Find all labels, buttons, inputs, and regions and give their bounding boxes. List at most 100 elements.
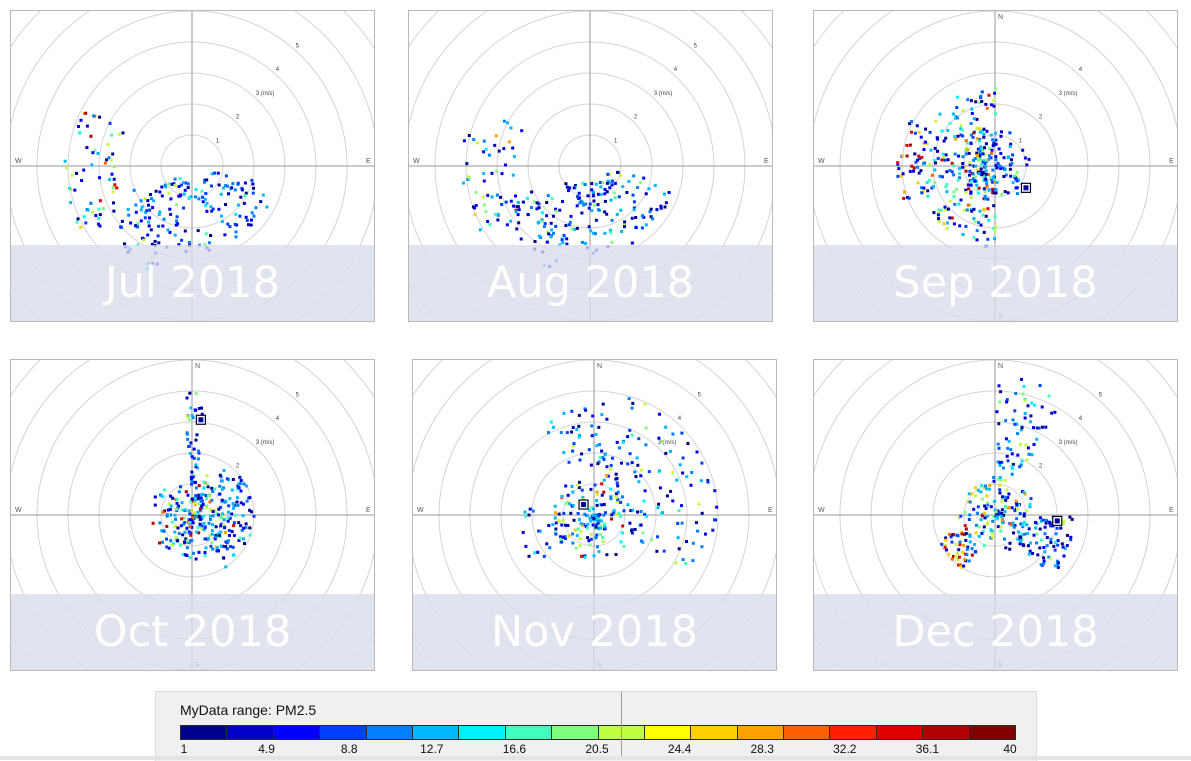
data-point — [980, 173, 984, 177]
data-point — [602, 478, 606, 482]
data-point — [559, 431, 563, 435]
data-point — [577, 196, 581, 200]
data-point — [641, 531, 645, 535]
data-point — [910, 164, 914, 168]
data-point — [595, 490, 599, 494]
compass-west-label: W — [818, 158, 825, 165]
data-point — [596, 192, 600, 196]
data-point — [1032, 426, 1035, 430]
data-point — [222, 556, 226, 560]
data-point — [992, 476, 996, 479]
data-point — [154, 189, 158, 193]
data-point — [609, 181, 612, 185]
data-point — [945, 227, 949, 230]
data-point — [968, 161, 972, 165]
data-point — [467, 175, 471, 179]
speed-ring-label: 2 — [236, 115, 240, 121]
data-point — [965, 547, 969, 551]
data-point — [199, 507, 202, 511]
data-point — [189, 533, 193, 537]
data-point — [187, 541, 191, 545]
data-point — [968, 173, 971, 177]
data-point — [610, 183, 614, 187]
data-point — [1056, 561, 1060, 565]
data-point — [210, 184, 213, 188]
data-point — [1001, 495, 1005, 499]
polar-plot-nov: WENS3 (m/s)45 — [413, 360, 776, 670]
data-point — [999, 514, 1003, 518]
data-point — [537, 220, 541, 224]
data-point — [113, 183, 117, 187]
legend-splitter[interactable] — [621, 692, 622, 759]
data-point — [601, 181, 605, 185]
data-point — [1019, 463, 1023, 467]
data-point — [1016, 453, 1020, 457]
data-point — [950, 161, 954, 165]
data-point — [193, 501, 197, 505]
data-point — [1043, 532, 1047, 536]
data-point — [220, 479, 224, 483]
data-point — [239, 195, 243, 199]
data-point — [223, 526, 226, 530]
data-point — [984, 172, 988, 176]
data-point — [161, 540, 164, 544]
data-point — [79, 225, 83, 229]
data-point — [201, 200, 205, 204]
data-point — [173, 177, 177, 181]
data-point — [197, 502, 201, 506]
data-point — [589, 505, 593, 509]
data-point — [983, 516, 987, 520]
data-point — [473, 213, 477, 217]
data-point — [200, 524, 204, 528]
data-point — [583, 555, 587, 559]
data-point — [173, 530, 177, 534]
data-point — [483, 203, 486, 207]
data-point — [200, 189, 204, 193]
data-point — [552, 231, 555, 235]
data-point — [1027, 527, 1031, 531]
data-point — [160, 185, 164, 189]
data-point — [1060, 542, 1064, 546]
data-point — [175, 501, 179, 505]
data-point — [1007, 439, 1011, 443]
chart-panel-oct: WENS23 (m/s)45 Oct 2018 — [10, 359, 375, 671]
data-point — [239, 524, 243, 528]
data-point — [210, 529, 214, 533]
data-point — [588, 516, 592, 520]
data-point — [228, 516, 232, 520]
data-point — [603, 453, 607, 457]
data-point — [85, 146, 89, 149]
data-point — [594, 514, 598, 518]
data-point — [990, 531, 994, 535]
data-point — [232, 524, 236, 528]
data-point — [947, 552, 951, 556]
data-point — [614, 496, 618, 500]
data-point — [1047, 394, 1051, 398]
data-point — [951, 533, 955, 537]
data-point — [957, 154, 961, 158]
data-point — [580, 523, 584, 527]
data-point — [228, 534, 231, 537]
data-point — [602, 490, 606, 494]
data-point — [615, 481, 619, 485]
data-point — [975, 126, 979, 130]
data-point — [1015, 422, 1019, 426]
data-point — [226, 184, 229, 188]
data-point — [967, 151, 971, 155]
data-point — [994, 225, 998, 229]
data-point — [1017, 530, 1021, 534]
data-point — [1038, 516, 1042, 520]
data-point — [147, 203, 150, 207]
legend-tick-label: 16.6 — [502, 742, 527, 756]
data-point — [63, 159, 67, 163]
data-point — [203, 537, 207, 541]
data-point — [191, 521, 195, 525]
data-point — [219, 214, 223, 218]
data-point — [934, 161, 937, 165]
data-point — [599, 192, 603, 196]
data-point — [1004, 419, 1008, 423]
data-point — [187, 445, 191, 448]
data-point — [233, 513, 237, 517]
data-point — [993, 237, 996, 241]
data-point — [566, 493, 570, 497]
